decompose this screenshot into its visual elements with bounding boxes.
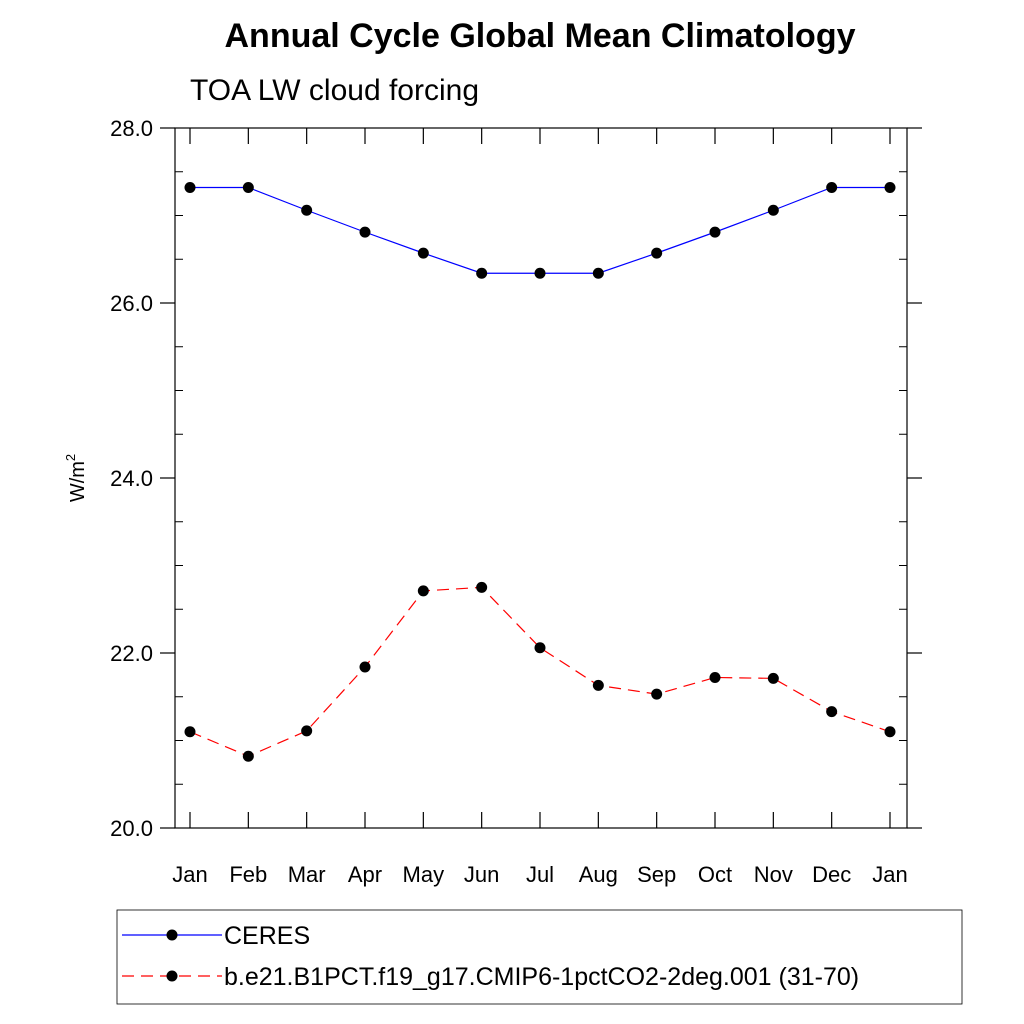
x-tick-label: Jan [872,862,907,887]
legend-box [116,909,963,1005]
series-0-point [884,182,896,193]
x-tick-label: Jun [464,862,499,887]
legend-label-1: b.e21.B1PCT.f19_g17.CMIP6-1pctCO2-2deg.0… [224,963,859,991]
series-1-point [709,672,721,683]
series-1-point [884,726,896,738]
axes: 20.0 22.0 24.0 26.0 28.0 Jan Feb Mar Apr May Jun Ju… [63,116,922,887]
series-0-point [592,267,604,279]
y-tick-label: 20.0 [110,816,153,841]
legend-marker-0 [166,929,178,941]
series-1-point [651,688,663,700]
y-tick-label: 26.0 [110,291,153,316]
x-tick-label: Dec [812,862,851,887]
legend-label-0: CERES [224,922,310,950]
y-axis-label-superscript: 2 [63,454,78,461]
x-tick-label: May [403,862,445,887]
series-0-point [534,267,546,279]
series-0-point [359,226,371,238]
series-0-point [651,247,663,259]
x-tick-label: Mar [288,862,326,887]
series-0-point [242,182,254,193]
legend: CERES b.e21.B1PCT.f19_g17.CMIP6-1pctCO2-2… [116,909,963,1005]
series-1-point [767,672,779,684]
x-tick-label: Feb [229,862,267,887]
x-tick-label: Aug [579,862,618,887]
series-1-point [242,750,254,762]
series-line-1 [189,586,891,757]
series-1-point [417,585,429,597]
plot-frame [174,127,908,829]
series-0-point [301,204,313,216]
series-layer [184,182,896,762]
series-0-point [709,226,721,238]
series-1-point [826,706,838,718]
chart-title: Annual Cycle Global Mean Climatology [225,17,856,55]
y-axis-label-text: W/m [67,461,89,502]
x-tick-label: Sep [637,862,676,887]
series-1-point [592,679,604,691]
series-line-0 [190,186,890,274]
y-tick-label: 22.0 [110,641,153,666]
x-tick-label: Oct [698,862,732,887]
y-tick-label: 24.0 [110,466,153,491]
x-tick-label: Apr [348,862,382,887]
y-tick-label: 28.0 [110,116,153,141]
legend-marker-1 [166,970,178,982]
series-1-point [359,661,371,673]
x-tick-label: Jan [172,862,207,887]
y-axis-label: W/m2 [63,454,89,502]
series-1-point [301,725,313,737]
series-1-point [476,581,488,593]
series-0-point [767,204,779,216]
series-1-point [184,726,196,738]
series-0-point [184,182,196,193]
series-0-point [476,267,488,279]
series-0-point [826,182,838,193]
chart-subtitle: TOA LW cloud forcing [190,74,479,107]
series-1-point [534,642,546,654]
x-tick-label: Jul [526,862,554,887]
x-tick-label: Nov [754,862,793,887]
series-0-point [417,247,429,259]
